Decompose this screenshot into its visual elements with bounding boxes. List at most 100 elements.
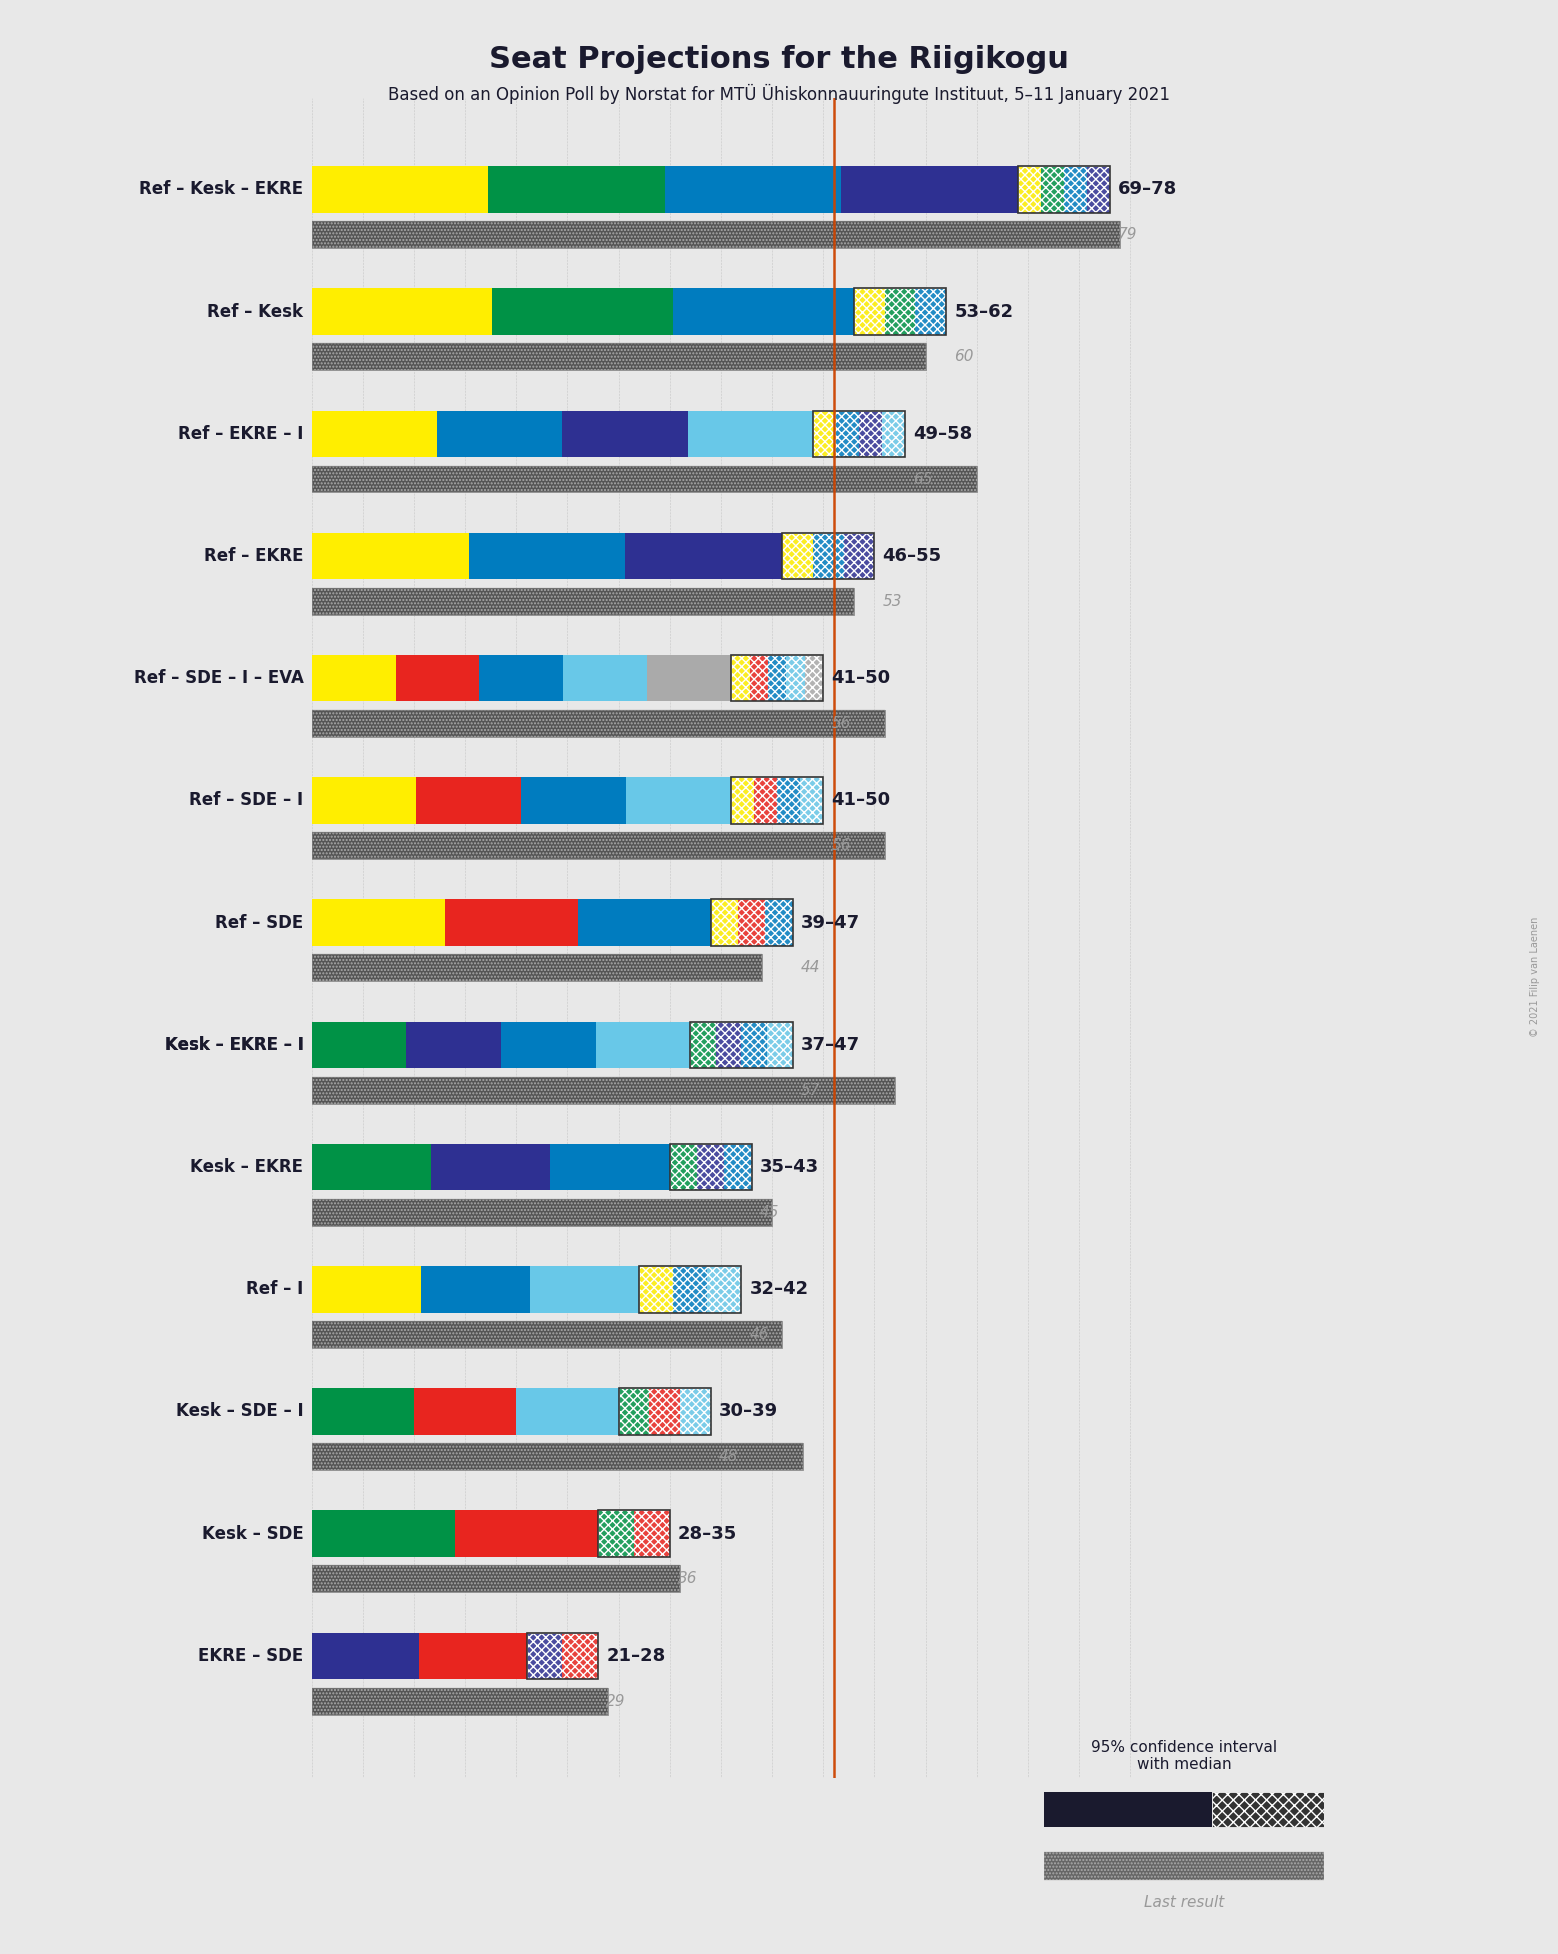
Text: 30–39: 30–39 — [718, 1403, 777, 1421]
Text: Kesk – EKRE – I: Kesk – EKRE – I — [165, 1036, 304, 1053]
Bar — [782, 533, 874, 578]
Text: 56: 56 — [832, 715, 851, 731]
Bar — [530, 1266, 639, 1313]
Bar — [312, 588, 854, 616]
Bar — [312, 344, 925, 369]
Bar — [690, 1022, 793, 1069]
Bar — [1017, 166, 1041, 213]
Text: 41–50: 41–50 — [832, 668, 891, 688]
Bar — [738, 899, 765, 946]
Bar — [813, 533, 844, 578]
Bar — [312, 1444, 802, 1469]
Text: 56: 56 — [832, 838, 851, 854]
Bar — [312, 1565, 679, 1593]
Bar — [813, 410, 837, 457]
Bar — [488, 166, 665, 213]
Bar — [765, 899, 793, 946]
Bar — [312, 1321, 782, 1348]
Bar — [312, 221, 1120, 248]
Text: 95% confidence interval
with median: 95% confidence interval with median — [1091, 1739, 1278, 1772]
Bar — [690, 1022, 793, 1069]
Bar — [731, 778, 754, 825]
Bar — [312, 1688, 608, 1714]
Bar — [527, 1634, 562, 1678]
Bar — [710, 899, 738, 946]
Bar — [421, 1266, 530, 1313]
Bar — [767, 1022, 793, 1069]
Bar — [312, 1200, 773, 1225]
Bar — [619, 1387, 710, 1434]
Bar — [416, 778, 522, 825]
Bar — [731, 655, 749, 701]
Bar — [647, 655, 731, 701]
Bar — [312, 778, 416, 825]
Text: 28–35: 28–35 — [678, 1524, 737, 1544]
Bar — [858, 410, 882, 457]
Bar — [801, 778, 823, 825]
Bar — [731, 655, 823, 701]
Bar — [516, 1387, 619, 1434]
Text: 69–78: 69–78 — [1119, 180, 1178, 199]
Bar — [679, 1387, 710, 1434]
Text: 49–58: 49–58 — [913, 424, 972, 444]
Bar — [777, 778, 801, 825]
Bar — [634, 1510, 670, 1557]
Bar — [312, 1266, 421, 1313]
Bar — [885, 289, 916, 334]
Bar — [312, 954, 762, 981]
Bar — [312, 1634, 419, 1678]
Bar — [1044, 1852, 1324, 1880]
Bar — [598, 1510, 670, 1557]
Bar — [550, 1143, 670, 1190]
Bar — [782, 533, 813, 578]
Bar — [731, 655, 823, 701]
Bar — [724, 1143, 751, 1190]
Bar — [312, 1143, 432, 1190]
Bar — [854, 289, 885, 334]
Bar — [854, 289, 946, 334]
Bar — [1212, 1792, 1324, 1827]
Text: 36: 36 — [678, 1571, 698, 1587]
Bar — [687, 410, 813, 457]
Bar — [690, 1022, 715, 1069]
Bar — [731, 778, 823, 825]
Text: Ref – I: Ref – I — [246, 1280, 304, 1297]
Bar — [626, 778, 731, 825]
Bar — [312, 588, 854, 616]
Bar — [312, 1444, 802, 1469]
Bar — [619, 1387, 710, 1434]
Bar — [710, 899, 793, 946]
Text: EKRE – SDE: EKRE – SDE — [198, 1647, 304, 1665]
Bar — [312, 410, 436, 457]
Text: Kesk – EKRE: Kesk – EKRE — [190, 1159, 304, 1176]
Text: Seat Projections for the Riigikogu: Seat Projections for the Riigikogu — [489, 45, 1069, 74]
Bar — [312, 1200, 773, 1225]
Text: 45: 45 — [760, 1206, 779, 1219]
Bar — [312, 533, 469, 578]
Text: Last result: Last result — [1144, 1895, 1225, 1911]
Bar — [455, 1510, 598, 1557]
Bar — [414, 1387, 516, 1434]
Bar — [1041, 166, 1064, 213]
Bar — [639, 1266, 673, 1313]
Text: Kesk – SDE: Kesk – SDE — [201, 1524, 304, 1544]
Bar — [782, 533, 874, 578]
Text: 79: 79 — [1119, 227, 1137, 242]
Bar — [312, 954, 762, 981]
Text: Ref – SDE – I – EVA: Ref – SDE – I – EVA — [134, 668, 304, 688]
Bar — [432, 1143, 550, 1190]
Bar — [312, 1077, 894, 1104]
Bar — [670, 1143, 751, 1190]
Bar — [710, 899, 793, 946]
Bar — [673, 1266, 707, 1313]
Bar — [670, 1143, 696, 1190]
Text: 35–43: 35–43 — [760, 1159, 820, 1176]
Bar — [492, 289, 673, 334]
Text: 32–42: 32–42 — [749, 1280, 809, 1297]
Bar — [1017, 166, 1109, 213]
Bar — [813, 410, 905, 457]
Text: Kesk – EKRE – I: Kesk – EKRE – I — [165, 1036, 304, 1053]
Text: 48: 48 — [718, 1450, 738, 1464]
Bar — [707, 1266, 742, 1313]
Bar — [527, 1634, 598, 1678]
